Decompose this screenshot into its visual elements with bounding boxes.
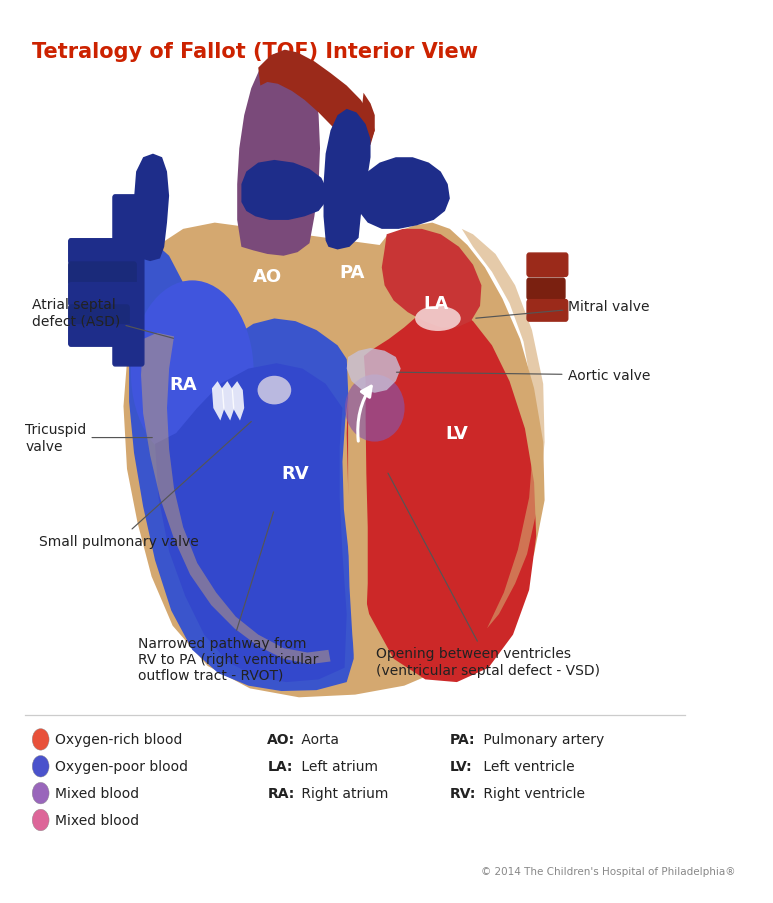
Text: RV:: RV: <box>450 787 476 800</box>
Polygon shape <box>155 364 346 683</box>
Text: PA: PA <box>339 264 364 282</box>
Text: Aortic valve: Aortic valve <box>397 368 650 383</box>
Text: Small pulmonary valve: Small pulmonary valve <box>39 422 251 548</box>
Polygon shape <box>212 382 224 421</box>
FancyBboxPatch shape <box>69 306 129 327</box>
Text: Narrowed pathway from
RV to PA (right ventricular
outflow tract - RVOT): Narrowed pathway from RV to PA (right ve… <box>138 512 318 683</box>
Text: Mixed blood: Mixed blood <box>55 787 139 800</box>
Circle shape <box>32 729 49 750</box>
Text: LV:: LV: <box>450 759 472 773</box>
Text: Atrial septal
defect (ASD): Atrial septal defect (ASD) <box>32 298 173 339</box>
Text: LA: LA <box>423 295 448 312</box>
Polygon shape <box>237 51 320 256</box>
Ellipse shape <box>345 375 404 442</box>
Circle shape <box>32 783 49 804</box>
Polygon shape <box>346 306 536 683</box>
Text: Aorta: Aorta <box>297 732 339 747</box>
Polygon shape <box>129 244 354 692</box>
FancyBboxPatch shape <box>527 279 565 301</box>
Polygon shape <box>346 349 400 394</box>
Text: Right atrium: Right atrium <box>297 787 388 800</box>
Circle shape <box>32 809 49 831</box>
Polygon shape <box>124 223 545 697</box>
Text: AO:: AO: <box>267 732 295 747</box>
FancyBboxPatch shape <box>69 284 143 306</box>
FancyBboxPatch shape <box>527 254 568 277</box>
Circle shape <box>32 756 49 777</box>
Text: RV: RV <box>281 465 309 483</box>
Text: Tricuspid
valve: Tricuspid valve <box>26 423 152 453</box>
Polygon shape <box>134 154 169 262</box>
Polygon shape <box>141 333 331 665</box>
Polygon shape <box>461 229 545 628</box>
Polygon shape <box>382 229 482 328</box>
Text: RA:: RA: <box>267 787 295 800</box>
Text: LA:: LA: <box>267 759 293 773</box>
Polygon shape <box>361 158 450 229</box>
Text: AO: AO <box>253 268 282 286</box>
Text: RA: RA <box>169 376 197 394</box>
Polygon shape <box>346 346 368 668</box>
Text: Mixed blood: Mixed blood <box>55 813 139 827</box>
Text: Tetralogy of Fallot (TOF) Interior View: Tetralogy of Fallot (TOF) Interior View <box>32 42 478 61</box>
Text: Oxygen-poor blood: Oxygen-poor blood <box>55 759 188 773</box>
Ellipse shape <box>257 377 291 405</box>
Text: Left atrium: Left atrium <box>297 759 378 773</box>
Polygon shape <box>362 94 375 152</box>
FancyBboxPatch shape <box>69 239 143 265</box>
Text: Right ventricle: Right ventricle <box>479 787 585 800</box>
Text: Oxygen-rich blood: Oxygen-rich blood <box>55 732 182 747</box>
Ellipse shape <box>415 306 461 331</box>
FancyBboxPatch shape <box>527 301 568 321</box>
FancyBboxPatch shape <box>69 325 136 347</box>
Polygon shape <box>232 382 244 421</box>
Polygon shape <box>258 51 375 154</box>
Polygon shape <box>324 110 370 250</box>
Polygon shape <box>222 382 234 421</box>
Text: Left ventricle: Left ventricle <box>479 759 575 773</box>
Text: Mitral valve: Mitral valve <box>476 300 650 319</box>
Text: Opening between ventricles
(ventricular septal defect - VSD): Opening between ventricles (ventricular … <box>376 474 600 677</box>
FancyBboxPatch shape <box>69 263 136 286</box>
Ellipse shape <box>131 281 254 464</box>
Polygon shape <box>241 161 325 220</box>
Text: PA:: PA: <box>450 732 475 747</box>
Text: LV: LV <box>445 424 468 442</box>
Text: © 2014 The Children's Hospital of Philadelphia®: © 2014 The Children's Hospital of Philad… <box>482 867 736 877</box>
Text: Pulmonary artery: Pulmonary artery <box>479 732 604 747</box>
FancyBboxPatch shape <box>113 196 144 367</box>
